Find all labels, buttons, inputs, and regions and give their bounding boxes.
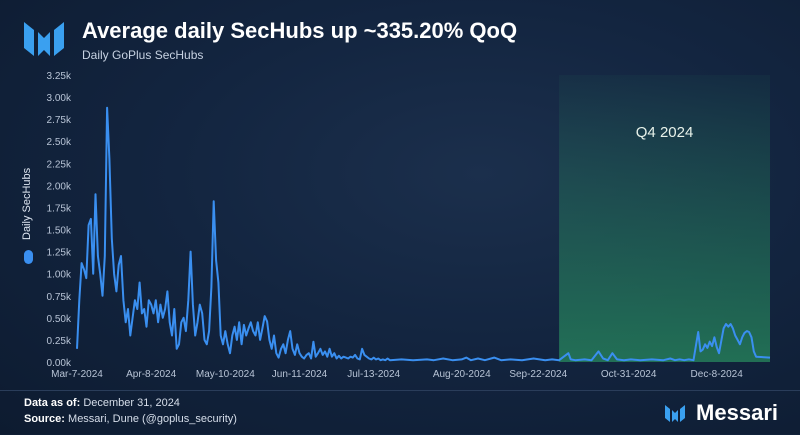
footer: Data as of: December 31, 2024 Source: Me… — [0, 390, 800, 435]
y-tick-label: 2.50k — [47, 137, 72, 148]
x-tick-label: Oct-31-2024 — [601, 369, 657, 380]
series-line — [76, 106, 771, 362]
source-value: Messari, Dune (@goplus_security) — [68, 413, 237, 425]
series-legend-swatch — [24, 250, 33, 264]
x-tick-label: Apr-8-2024 — [126, 369, 176, 380]
data-as-of-label: Data as of: — [24, 397, 81, 409]
source-label: Source: — [24, 413, 65, 425]
brand: Messari — [662, 399, 778, 427]
y-tick-label: 2.00k — [47, 181, 72, 192]
y-tick-label: 1.25k — [47, 248, 72, 259]
q4-highlight-band — [559, 75, 770, 362]
y-tick-label: 0.25k — [47, 336, 72, 347]
page-subtitle: Daily GoPlus SecHubs — [82, 48, 204, 62]
x-tick-label: Mar-7-2024 — [51, 369, 103, 380]
y-tick-label: 3.25k — [47, 71, 72, 82]
x-tick-label: May-10-2024 — [196, 369, 255, 380]
y-tick-label: 0.75k — [47, 292, 72, 303]
messari-brand-icon — [665, 405, 686, 422]
data-as-of-value: December 31, 2024 — [83, 397, 180, 409]
y-tick-label: 1.75k — [47, 203, 72, 214]
y-tick-label: 0.50k — [47, 314, 72, 325]
y-tick-label: 3.00k — [47, 93, 72, 104]
brand-name: Messari — [696, 400, 778, 425]
x-tick-label: Jun-11-2024 — [272, 369, 328, 380]
data-as-of: Data as of: December 31, 2024 — [24, 397, 180, 409]
y-tick-label: 2.75k — [47, 115, 72, 126]
q4-highlight-label: Q4 2024 — [636, 124, 694, 141]
x-tick-label: Aug-20-2024 — [433, 369, 491, 380]
page-title: Average daily SecHubs up ~335.20% QoQ — [82, 18, 518, 43]
y-tick-label: 1.50k — [47, 226, 72, 237]
x-tick-label: Sep-22-2024 — [509, 369, 567, 380]
y-tick-label: 1.00k — [47, 270, 72, 281]
x-tick-label: Dec-8-2024 — [691, 369, 744, 380]
y-tick-label: 0.00k — [47, 358, 72, 369]
x-tick-label: Jul-13-2024 — [347, 369, 400, 380]
y-tick-label: 2.25k — [47, 159, 72, 170]
source: Source: Messari, Dune (@goplus_security) — [24, 413, 237, 425]
line-chart: Q4 2024 0.00k 0.25k 0.50k 0.75k 1.00k 1.25k 1.… — [47, 71, 771, 380]
messari-logo-icon — [24, 22, 64, 56]
